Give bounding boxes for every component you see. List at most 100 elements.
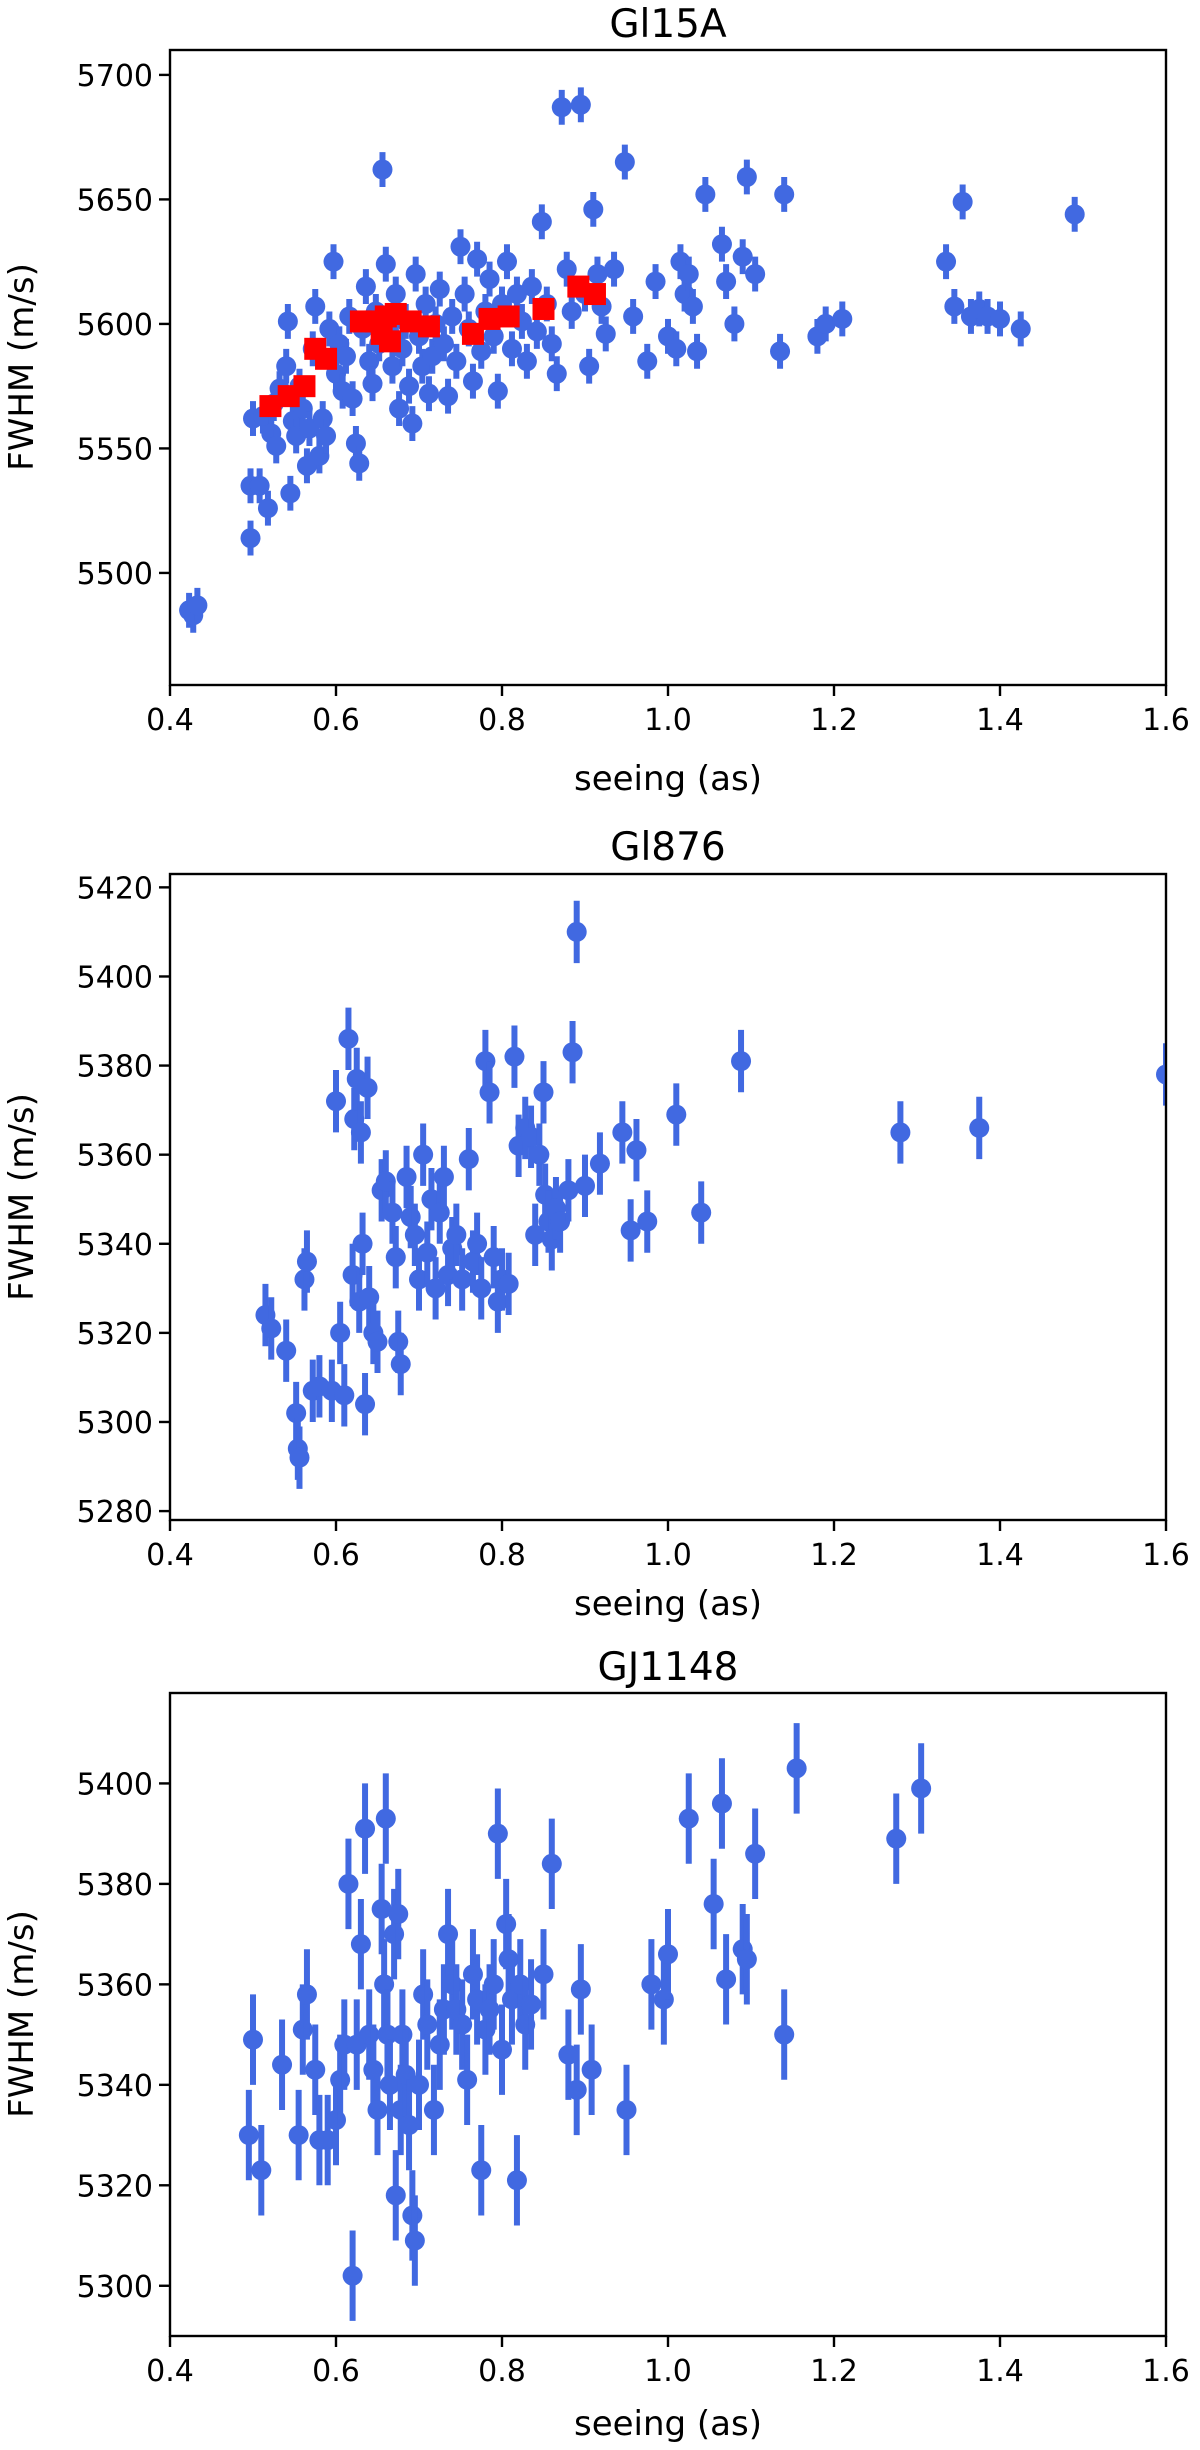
data-point: [467, 1233, 488, 1254]
data-point: [266, 435, 287, 456]
data-point: [342, 388, 363, 409]
data-point-square: [567, 275, 590, 298]
data-point: [637, 351, 658, 372]
data-point: [326, 1091, 346, 1112]
y-tick-label: 5400: [77, 1767, 153, 1802]
y-axis-label: FWHM (m/s): [2, 1093, 42, 1301]
data-point: [374, 1974, 395, 1995]
plot-frame: [168, 1691, 1168, 2338]
x-tick-label: 0.8: [478, 1538, 526, 1573]
data-point: [566, 921, 587, 942]
data-point: [501, 1989, 522, 2010]
x-tick-label: 0.8: [478, 703, 526, 738]
data-point: [604, 259, 625, 280]
data-point: [429, 279, 450, 300]
data-point: [506, 2170, 527, 2191]
y-tick-label: 5500: [77, 557, 153, 592]
data-point: [575, 1175, 595, 1196]
y-tick-label: 5380: [77, 1868, 153, 1903]
data-point: [678, 1808, 699, 1829]
y-tick-label: 5600: [77, 308, 153, 343]
data-point: [487, 1823, 508, 1844]
x-tick-label: 0.6: [312, 1538, 360, 1573]
data-point: [492, 2039, 512, 2060]
data-point: [626, 1140, 647, 1161]
data-point: [616, 2099, 637, 2120]
data-point: [452, 2014, 473, 2035]
data-point: [355, 276, 376, 297]
data-point: [551, 97, 572, 118]
data-point: [483, 1247, 504, 1268]
data-point: [587, 264, 608, 285]
data-point: [716, 1969, 737, 1990]
y-tick-label: 5700: [77, 59, 153, 94]
data-point: [886, 1828, 907, 1849]
data-point: [533, 1964, 554, 1985]
data-point: [832, 308, 853, 329]
data-point: [413, 1144, 434, 1165]
data-point: [581, 2059, 602, 2080]
x-tick-label: 1.6: [1142, 1538, 1190, 1573]
data-point: [289, 1447, 310, 1468]
data-point: [546, 363, 567, 384]
y-tick-label: 5300: [77, 1406, 153, 1441]
data-point: [338, 1873, 359, 1894]
data-point: [458, 1149, 479, 1170]
data-point: [396, 1166, 417, 1187]
x-axis-label: seeing (as): [574, 759, 762, 799]
data-point: [479, 269, 500, 290]
data-point: [496, 251, 517, 272]
x-tick-label: 0.6: [312, 703, 360, 738]
data-point: [251, 2160, 272, 2181]
data-point: [1010, 318, 1031, 339]
data-point: [774, 2024, 795, 2045]
data-point: [583, 199, 604, 220]
data-point: [367, 1331, 388, 1352]
data-point: [342, 2265, 363, 2286]
y-tick-label: 5420: [77, 871, 153, 906]
data-point: [724, 313, 745, 334]
data-point: [570, 1979, 591, 2000]
x-tick-label: 0.6: [312, 2354, 360, 2389]
data-point: [345, 433, 366, 454]
data-point-square: [399, 310, 422, 333]
data-point: [786, 1758, 807, 1779]
y-tick-label: 5300: [77, 2270, 153, 2305]
data-point: [371, 1899, 392, 1920]
data-point: [350, 1122, 371, 1143]
y-tick-label: 5650: [77, 183, 153, 218]
data-point: [305, 296, 326, 317]
data-point: [418, 383, 439, 404]
data-point: [392, 2024, 413, 2045]
y-tick-label: 5380: [77, 1050, 153, 1085]
data-point: [716, 271, 737, 292]
data-point: [612, 1122, 633, 1143]
data-point-square: [259, 395, 282, 418]
data-point: [562, 1042, 583, 1063]
x-tick-label: 1.0: [644, 703, 692, 738]
data-point: [349, 453, 370, 474]
data-point: [483, 1974, 504, 1995]
data-point: [442, 306, 463, 327]
data-point: [352, 1233, 373, 1254]
data-point: [433, 333, 454, 354]
data-point: [350, 1934, 371, 1955]
data-point: [525, 1224, 546, 1245]
data-point-square: [532, 297, 555, 320]
data-point: [658, 1944, 678, 1965]
chart-title: GJ1148: [598, 1645, 739, 1690]
data-point: [240, 528, 261, 549]
data-point: [409, 2074, 429, 2095]
data-point: [389, 398, 410, 419]
data-point-square: [583, 283, 606, 306]
data-point: [506, 284, 527, 305]
data-point: [666, 1104, 687, 1125]
data-point: [438, 386, 459, 407]
x-tick-label: 0.4: [146, 1538, 194, 1573]
data-point: [504, 1046, 525, 1067]
data-point: [952, 191, 973, 212]
data-point: [277, 311, 298, 332]
data-point: [570, 94, 591, 115]
data-point: [498, 1273, 519, 1294]
